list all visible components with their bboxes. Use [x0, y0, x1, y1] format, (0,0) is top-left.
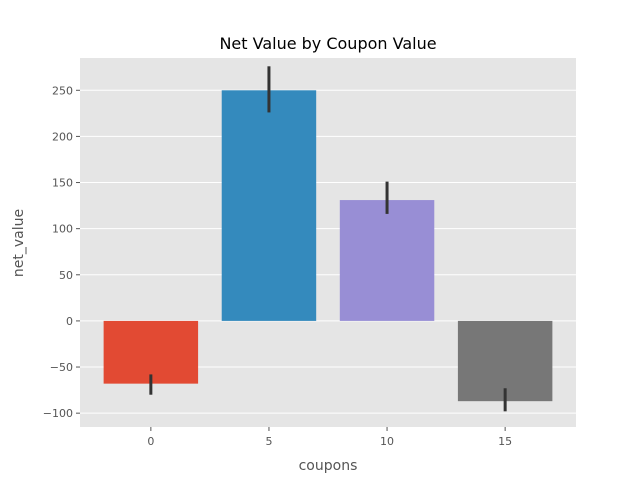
- y-tick-label: 200: [52, 130, 73, 143]
- y-axis-label: net_value: [11, 209, 27, 277]
- y-axis-ticks: −100 −50 0 50 100 150 200 250: [43, 84, 80, 420]
- bar: [339, 200, 435, 321]
- y-tick-label: −50: [50, 361, 73, 374]
- x-axis-label: coupons: [299, 458, 358, 474]
- y-tick-label: 0: [66, 315, 73, 328]
- bar: [103, 320, 199, 384]
- x-axis-ticks: 0 5 10 15: [147, 427, 512, 448]
- bars: [103, 90, 553, 402]
- y-tick-label: −100: [43, 407, 73, 420]
- chart-title: Net Value by Coupon Value: [219, 34, 436, 53]
- x-tick-label: 0: [147, 435, 154, 448]
- x-tick-label: 15: [498, 435, 512, 448]
- bar: [457, 320, 553, 402]
- x-tick-label: 10: [380, 435, 394, 448]
- error-bars: [149, 66, 507, 412]
- y-tick-label: 100: [52, 223, 73, 236]
- bar: [221, 90, 317, 321]
- y-tick-label: 250: [52, 84, 73, 97]
- y-tick-label: 150: [52, 177, 73, 190]
- x-tick-label: 5: [265, 435, 272, 448]
- y-tick-label: 50: [59, 269, 73, 282]
